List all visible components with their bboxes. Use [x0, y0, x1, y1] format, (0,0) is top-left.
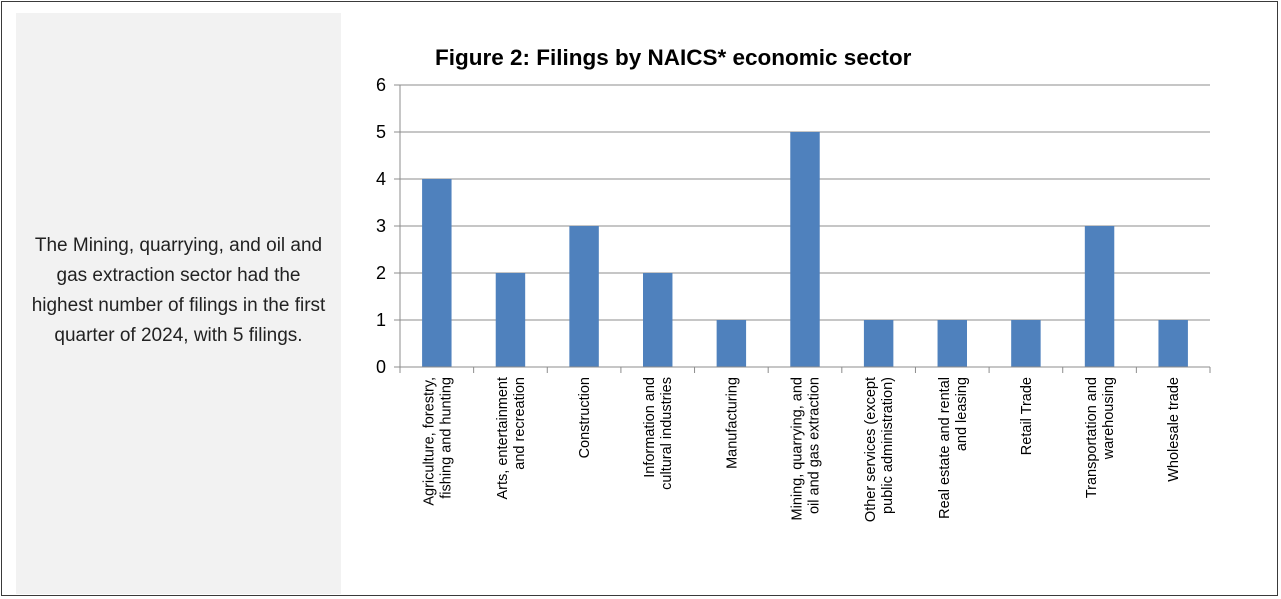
- bar: [937, 320, 967, 367]
- x-category-label: Real estate and rental: [937, 377, 953, 519]
- y-tick-label: 5: [376, 122, 386, 142]
- x-category-label: Manufacturing: [724, 377, 740, 469]
- bar-chart: Figure 2: Filings by NAICS* economic sec…: [376, 45, 1211, 522]
- x-category-label: Information and: [642, 377, 658, 478]
- bar: [1011, 320, 1041, 367]
- bar: [569, 226, 599, 367]
- y-tick-label: 6: [376, 75, 386, 95]
- bar: [422, 179, 452, 367]
- x-category-label: Arts, entertainment: [495, 377, 511, 500]
- x-category-label: Transportation and: [1084, 377, 1100, 498]
- x-category-label: cultural industries: [659, 377, 675, 490]
- y-tick-labels: 0 1 2 3 4 5 6: [376, 75, 386, 377]
- x-category-label: warehousing: [1101, 377, 1117, 460]
- x-category-label: and leasing: [954, 377, 970, 451]
- bar: [863, 320, 894, 367]
- x-category-labels: Agriculture, forestry, fishing and huntin…: [421, 377, 1182, 522]
- y-tick-label: 0: [376, 357, 386, 377]
- x-category-label: Construction: [577, 377, 593, 458]
- bar: [716, 320, 747, 367]
- x-category-label: oil and gas extraction: [807, 377, 823, 514]
- x-category-label: Retail Trade: [1019, 377, 1035, 455]
- chart-title: Figure 2: Filings by NAICS* economic sec…: [435, 45, 912, 70]
- y-tick-label: 1: [376, 310, 386, 330]
- bar: [495, 273, 526, 367]
- x-category-label: Mining, quarrying, and: [790, 377, 806, 520]
- y-tick-label: 3: [376, 216, 386, 236]
- x-category-label: and recreation: [512, 377, 528, 470]
- x-category-label: public administration): [880, 377, 896, 514]
- x-category-label: Other services (except: [863, 377, 879, 522]
- x-category-label: Agriculture, forestry,: [421, 377, 437, 506]
- x-category-label: fishing and hunting: [438, 377, 454, 499]
- y-tick-label: 2: [376, 263, 386, 283]
- y-tick-label: 4: [376, 169, 386, 189]
- bar: [1158, 320, 1188, 367]
- summary-text: The Mining, quarrying, and oil and gas e…: [31, 234, 326, 346]
- bars: [422, 132, 1188, 367]
- bar: [1084, 226, 1115, 367]
- axes: [394, 84, 1211, 373]
- bar: [790, 132, 820, 367]
- summary-panel: The Mining, quarrying, and oil and gas e…: [16, 13, 341, 594]
- x-category-label: Wholesale trade: [1166, 377, 1182, 482]
- bar: [643, 273, 673, 367]
